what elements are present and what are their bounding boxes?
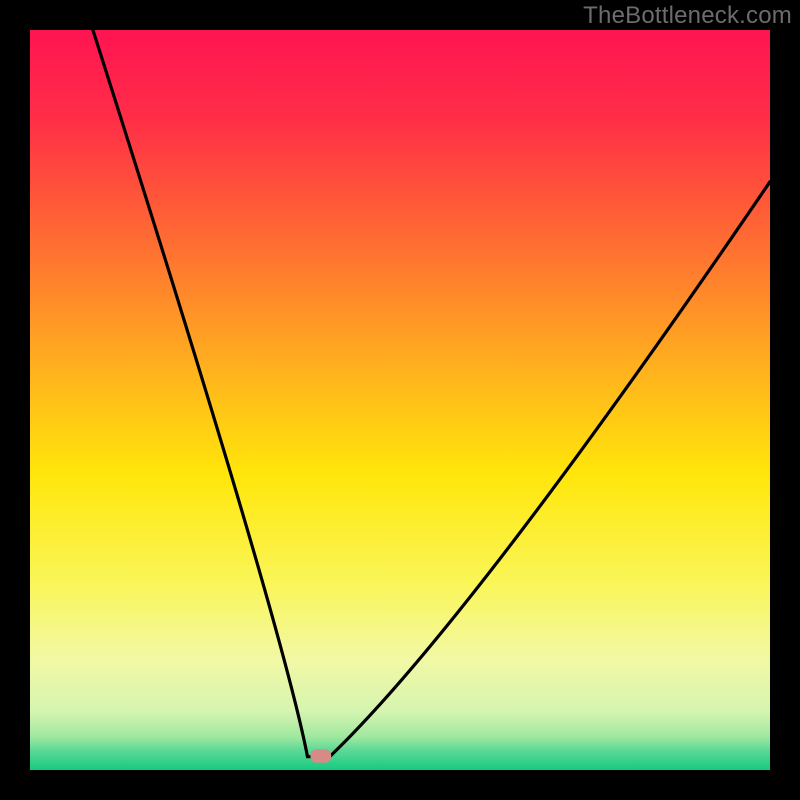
bottleneck-chart: [0, 0, 800, 800]
chart-container: TheBottleneck.com: [0, 0, 800, 800]
plot-area: [30, 30, 770, 770]
optimal-marker: [310, 749, 331, 762]
watermark-text: TheBottleneck.com: [583, 2, 792, 30]
